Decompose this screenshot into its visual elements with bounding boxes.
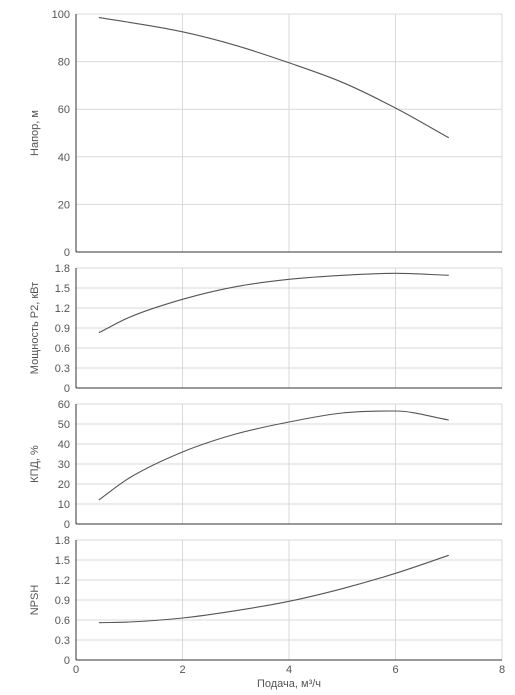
y-tick-label: 40: [58, 439, 70, 451]
series-line: [98, 17, 450, 139]
y-tick-label: 20: [58, 199, 70, 211]
x-tick-label: 8: [499, 664, 505, 676]
y-tick-label: 80: [58, 57, 70, 69]
y-tick-label: 0.3: [55, 635, 70, 647]
y-tick-label: 0.9: [55, 323, 70, 335]
y-tick-label: 1.2: [55, 575, 70, 587]
y-axis-title: КПД, %: [29, 445, 41, 483]
series-line: [98, 272, 449, 334]
y-tick-label: 1.2: [55, 303, 70, 315]
y-tick-label: 0: [64, 247, 70, 259]
y-tick-label: 0.6: [55, 615, 70, 627]
y-tick-label: 0: [64, 519, 70, 531]
series-line: [98, 554, 449, 624]
y-tick-label: 1.8: [55, 263, 70, 275]
x-tick-label: 2: [179, 664, 185, 676]
y-tick-label: 0.3: [55, 363, 70, 375]
y-tick-label: 0: [64, 383, 70, 395]
y-tick-label: 100: [52, 9, 70, 21]
x-tick-label: 4: [286, 664, 292, 676]
y-tick-label: 1.8: [55, 535, 70, 547]
y-axis-title: NPSH: [29, 585, 41, 616]
y-tick-label: 1.5: [55, 555, 70, 567]
x-tick-label: 0: [73, 664, 79, 676]
y-tick-label: 0: [64, 655, 70, 667]
y-tick-label: 10: [58, 499, 70, 511]
chart-panel-4: 0 0.3 0.6 0.9 1.2 1.5 1.8 NPSH 0 2 4 6 8 Подача, м³/ч: [29, 535, 505, 690]
y-axis-title: Мощность P2, кВт: [29, 282, 41, 374]
y-tick-label: 1.5: [55, 283, 70, 295]
y-tick-label: 0.9: [55, 595, 70, 607]
chart-panel-2: 0 0.3 0.6 0.9 1.2 1.5 1.8 Мощность P2, кВт: [29, 263, 503, 395]
series-line: [98, 410, 449, 501]
y-tick-label: 40: [58, 152, 70, 164]
y-axis-title: Напор, м: [29, 110, 41, 156]
y-tick-label: 60: [58, 399, 70, 411]
y-tick-label: 0.6: [55, 343, 70, 355]
chart-panel-1: 0 20 40 60 80 100 Напор, м: [29, 9, 503, 259]
y-tick-label: 30: [58, 459, 70, 471]
chart-panel-3: 0 10 20 30 40 50 60 КПД, %: [29, 399, 503, 531]
y-tick-label: 60: [58, 104, 70, 116]
x-tick-label: 6: [392, 664, 398, 676]
y-tick-label: 50: [58, 419, 70, 431]
x-axis-title: Подача, м³/ч: [257, 678, 321, 690]
y-tick-label: 20: [58, 479, 70, 491]
